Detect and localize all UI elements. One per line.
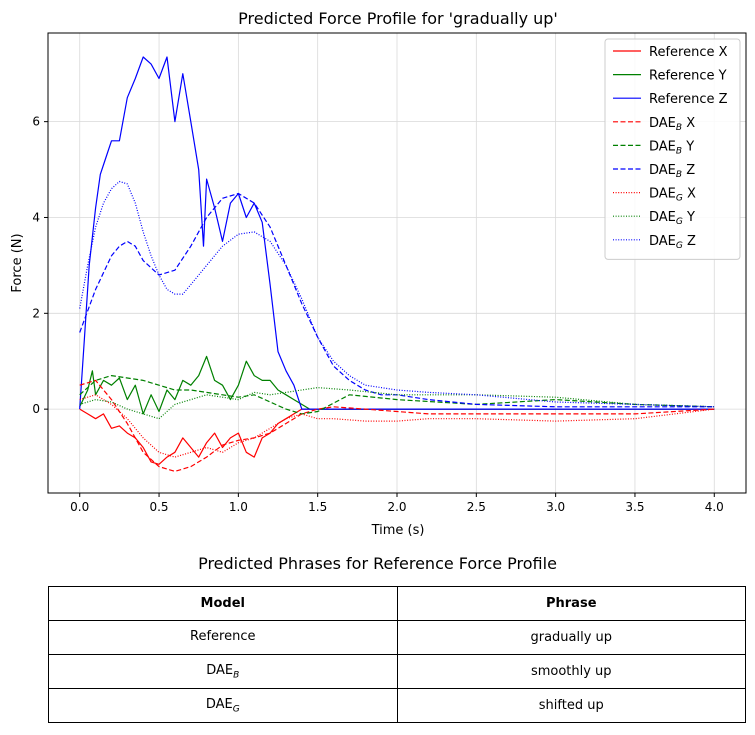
x-tick-label: 0.5 [149,500,168,514]
legend-label: Reference Y [649,69,727,84]
series-line [79,180,715,408]
x-tick-label: 2.0 [387,500,406,514]
table-title: Predicted Phrases for Reference Force Pr… [198,554,557,573]
row-phrase: smoothly up [396,654,746,689]
series-line [79,56,715,410]
legend: Reference X Reference Y Reference Z DAEB X D… [604,38,741,260]
y-tick-label: 2 [32,306,40,320]
table-row: DAEG shifted up [48,688,746,723]
series-line [79,394,715,458]
plot-lines [79,56,715,472]
chart-title: Predicted Force Profile for 'gradually u… [238,9,558,28]
y-tick-label: 0 [32,402,40,416]
series-line [79,379,715,472]
series-line [79,375,715,415]
y-tick-label: 6 [32,115,40,129]
y-tick-label: 4 [32,210,40,224]
row-phrase: gradually up [396,620,746,655]
row-model: DAEG [48,688,398,723]
axis-ticks: 0.0 0.5 1.0 1.5 2.0 2.5 3.0 3.5 4.0 0 2 4 6 [32,115,723,514]
x-tick-label: 0.0 [70,500,89,514]
legend-label: DAEB Z [649,163,695,180]
table-row: Reference gradually up [48,620,746,655]
phrases-table: Model Phrase Reference gradually up DAEB… [48,586,746,723]
legend-label: Reference Z [649,92,728,107]
legend-label: DAEG X [649,187,696,204]
table-header-row: Model Phrase [48,586,746,621]
row-model: DAEB [48,654,398,689]
x-tick-label: 3.5 [625,500,644,514]
x-tick-label: 3.0 [546,500,565,514]
x-axis-label: Time (s) [371,523,425,538]
force-profile-chart: Predicted Force Profile for 'gradually u… [10,9,747,538]
legend-box [604,38,741,260]
row-phrase: shifted up [396,688,746,723]
header-model: Model [48,586,398,621]
legend-label: DAEG Z [649,234,696,251]
legend-label: DAEB X [649,116,695,133]
row-model: Reference [48,620,398,655]
table-row: DAEB smoothly up [48,654,746,689]
x-tick-label: 2.5 [467,500,486,514]
y-axis-label: Force (N) [10,233,25,292]
x-tick-label: 4.0 [705,500,724,514]
x-tick-label: 1.5 [308,500,327,514]
legend-label: Reference X [649,45,728,60]
legend-label: DAEB Y [649,139,694,156]
series-line [79,192,715,408]
header-phrase: Phrase [396,586,746,621]
x-tick-label: 1.0 [229,500,248,514]
legend-label: DAEG Y [649,210,695,227]
